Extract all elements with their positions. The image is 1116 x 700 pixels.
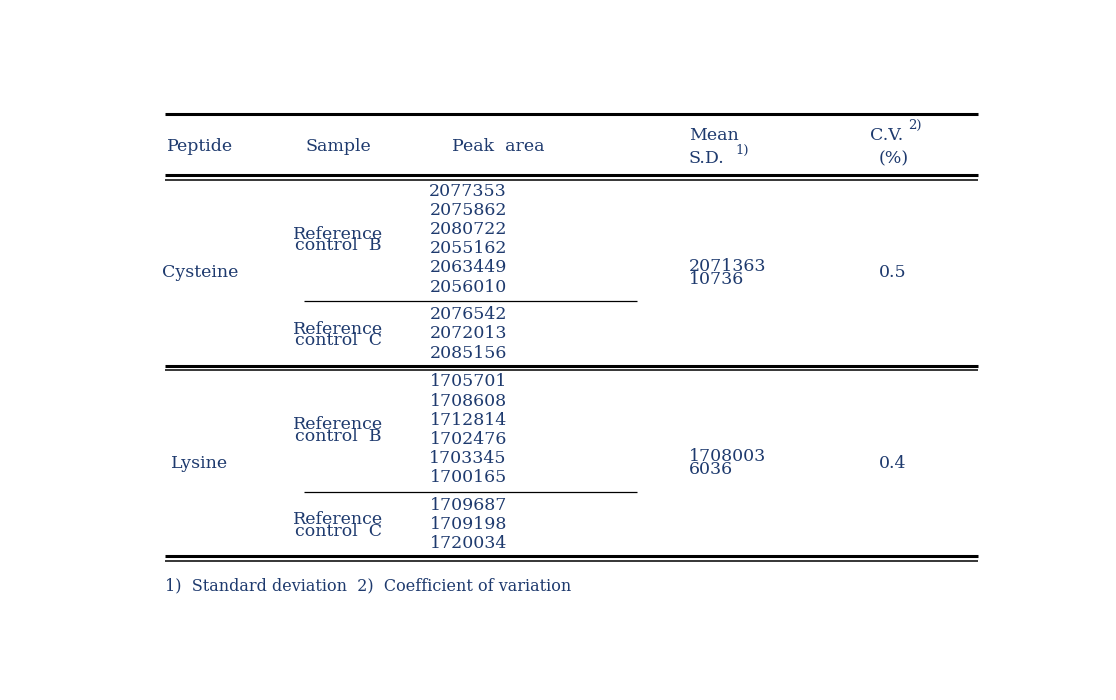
Text: 1708608: 1708608 bbox=[430, 393, 507, 410]
Text: 2072013: 2072013 bbox=[430, 326, 507, 342]
Text: Peptide: Peptide bbox=[167, 139, 233, 155]
Text: 1709687: 1709687 bbox=[430, 497, 507, 514]
Text: 2077353: 2077353 bbox=[430, 183, 507, 200]
Text: 1705701: 1705701 bbox=[430, 373, 507, 391]
Text: 2080722: 2080722 bbox=[430, 221, 507, 238]
Text: control  C: control C bbox=[295, 332, 382, 349]
Text: 1703345: 1703345 bbox=[430, 450, 507, 467]
Text: 1): 1) bbox=[735, 144, 749, 158]
Text: Reference: Reference bbox=[294, 416, 384, 433]
Text: 1709198: 1709198 bbox=[430, 516, 507, 533]
Text: 1720034: 1720034 bbox=[430, 535, 507, 552]
Text: Reference: Reference bbox=[294, 226, 384, 243]
Text: control  B: control B bbox=[295, 428, 382, 445]
Text: Lysine: Lysine bbox=[172, 455, 229, 472]
Text: 2076542: 2076542 bbox=[430, 307, 507, 323]
Text: 0.5: 0.5 bbox=[879, 264, 906, 281]
Text: Mean: Mean bbox=[689, 127, 739, 144]
Text: control  B: control B bbox=[295, 237, 382, 255]
Text: Sample: Sample bbox=[306, 139, 372, 155]
Text: 2085156: 2085156 bbox=[430, 344, 507, 362]
Text: 1712814: 1712814 bbox=[430, 412, 507, 428]
Text: 2071363: 2071363 bbox=[689, 258, 767, 274]
Text: 1702476: 1702476 bbox=[430, 430, 507, 448]
Text: 1700165: 1700165 bbox=[430, 469, 507, 486]
Text: Reference: Reference bbox=[294, 511, 384, 528]
Text: Cysteine: Cysteine bbox=[162, 264, 238, 281]
Text: 1)  Standard deviation  2)  Coefficient of variation: 1) Standard deviation 2) Coefficient of … bbox=[165, 577, 571, 594]
Text: 6036: 6036 bbox=[689, 461, 733, 478]
Text: 0.4: 0.4 bbox=[879, 455, 906, 472]
Text: 2055162: 2055162 bbox=[430, 240, 507, 258]
Text: 2056010: 2056010 bbox=[430, 279, 507, 295]
Text: 2075862: 2075862 bbox=[430, 202, 507, 219]
Text: C.V.: C.V. bbox=[870, 127, 904, 144]
Text: 1708003: 1708003 bbox=[689, 448, 766, 465]
Text: 2063449: 2063449 bbox=[430, 260, 507, 276]
Text: Reference: Reference bbox=[294, 321, 384, 337]
Text: 10736: 10736 bbox=[689, 271, 744, 288]
Text: control  C: control C bbox=[295, 523, 382, 540]
Text: 2): 2) bbox=[908, 119, 922, 132]
Text: S.D.: S.D. bbox=[689, 150, 724, 167]
Text: Peak  area: Peak area bbox=[452, 139, 545, 155]
Text: (%): (%) bbox=[879, 150, 910, 167]
